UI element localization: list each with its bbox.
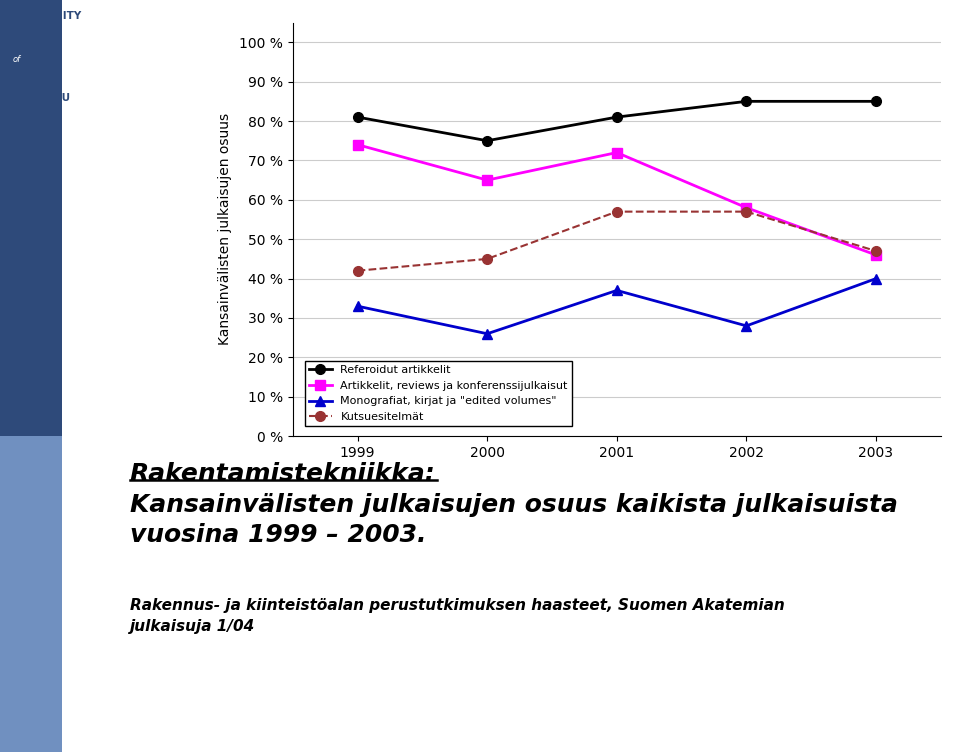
Text: UNIVERSITY: UNIVERSITY [12,11,82,21]
Bar [7,22,57,92]
Text: Kansainvälisten julkaisujen osuus kaikista julkaisuista
vuosina 1999 – 2003.: Kansainvälisten julkaisujen osuus kaikis… [130,493,898,547]
Legend: Referoidut artikkelit, Artikkelit, reviews ja konferenssijulkaisut, Monografiat,: Referoidut artikkelit, Artikkelit, revie… [305,361,572,426]
Bar [0,0,62,436]
Text: O  U  L  U: O U L U [16,93,70,104]
Bar [0,436,62,752]
Y-axis label: Kansainvälisten julkaisujen osuus: Kansainvälisten julkaisujen osuus [218,114,232,345]
Text: Rakennus- ja kiinteistöalan perustutkimuksen haasteet, Suomen Akatemian
julkaisu: Rakennus- ja kiinteistöalan perustutkimu… [130,598,784,634]
Text: Rakentamistekniikka:: Rakentamistekniikka: [130,462,435,487]
Text: of: of [12,56,21,65]
